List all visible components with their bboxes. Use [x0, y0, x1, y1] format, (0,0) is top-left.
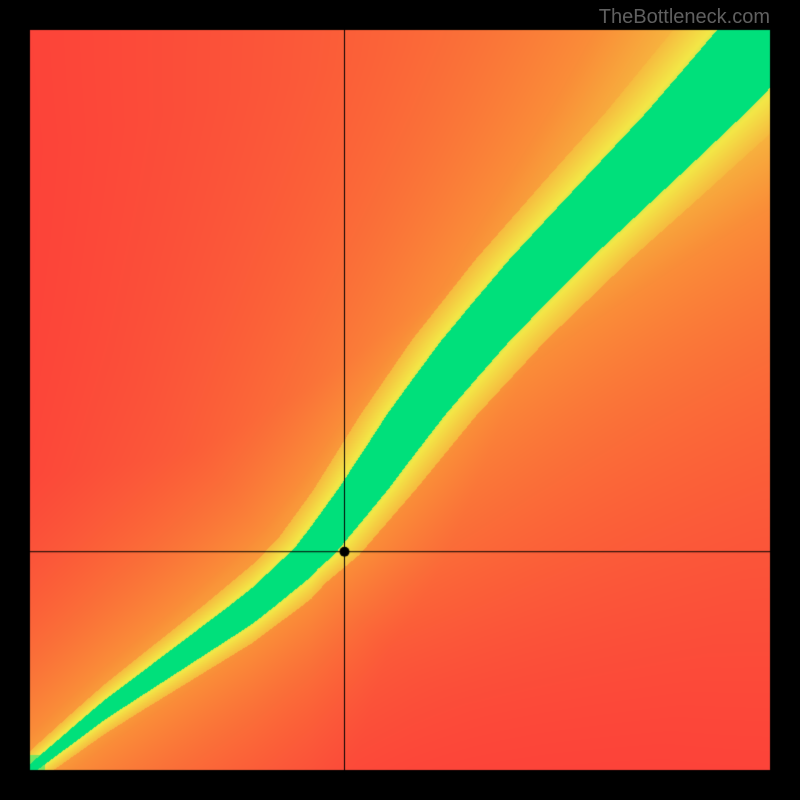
- chart-container: TheBottleneck.com: [0, 0, 800, 800]
- attribution-text: TheBottleneck.com: [599, 6, 770, 29]
- bottleneck-heatmap: [0, 0, 800, 800]
